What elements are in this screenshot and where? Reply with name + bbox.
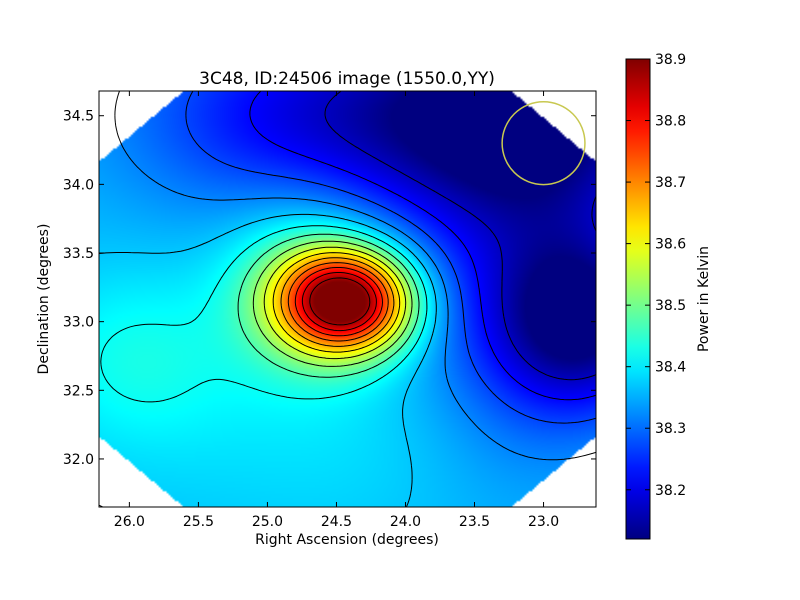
x-tick-label: 23.0 [528,514,559,530]
y-tick-label: 34.0 [63,177,94,193]
colorbar-tick-label: 38.2 [655,483,686,499]
colorbar-tick-label: 38.6 [655,237,686,253]
contour-level-1 [249,91,596,401]
y-axis-ticks: 32.0 32.5 33.0 33.5 34.0 34.5 [63,109,596,468]
contour-level-14 [309,277,371,326]
colorbar-ticks: 38.2 38.3 38.4 38.5 38.6 38.7 38.8 38.9 [626,52,686,499]
y-tick-label: 32.5 [63,383,94,399]
contour-level-4 [99,213,437,507]
contour-level-3 [114,91,596,461]
y-axis-label: Declination (degrees) [36,224,52,375]
contour-level-9 [272,252,401,353]
colorbar-tick-label: 38.4 [655,360,686,376]
x-tick-label: 25.0 [252,514,283,530]
chart-title: 3C48, ID:24506 image (1550.0,YY) [199,69,495,89]
beam-circle [501,101,586,186]
colorbar-tick-label: 38.9 [655,52,686,68]
contour-level-5 [100,225,428,403]
y-tick-label: 32.0 [63,452,94,468]
colorbar-tick-label: 38.7 [655,175,686,191]
contour-lines [99,91,596,507]
contour-level-2 [185,91,596,424]
contour-level-8 [263,246,407,360]
x-tick-label: 24.0 [390,514,421,530]
x-tick-label: 26.0 [114,514,145,530]
x-tick-label: 24.5 [321,514,352,530]
contour-level-10 [280,257,395,347]
colorbar-tick-label: 38.8 [655,114,686,130]
contour-level-13 [301,272,377,332]
y-tick-label: 34.5 [63,109,94,125]
y-tick-label: 33.0 [63,315,94,331]
colorbar-frame [625,58,651,540]
x-axis-ticks: 26.0 25.5 25.0 24.5 24.0 23.5 23.0 [114,91,559,530]
x-tick-label: 23.5 [459,514,490,530]
x-axis-label: Right Ascension (degrees) [255,532,439,548]
heatmap-image [99,91,596,507]
contour-level-12 [294,267,383,337]
plot-frame [98,90,597,508]
y-tick-label: 33.5 [63,246,94,262]
colorbar-tick-label: 38.3 [655,421,686,437]
plot-area [98,90,597,508]
colorbar: 38.2 38.3 38.4 38.5 38.6 38.7 38.8 38.9 Power i… [625,52,712,540]
colorbar-gradient [626,59,650,539]
contour-level-6 [237,233,420,378]
contour-level-11 [287,262,389,342]
contour-level-7 [252,240,413,367]
colorbar-label: Power in Kelvin [696,246,712,352]
colorbar-tick-label: 38.5 [655,298,686,314]
x-tick-label: 25.5 [183,514,214,530]
